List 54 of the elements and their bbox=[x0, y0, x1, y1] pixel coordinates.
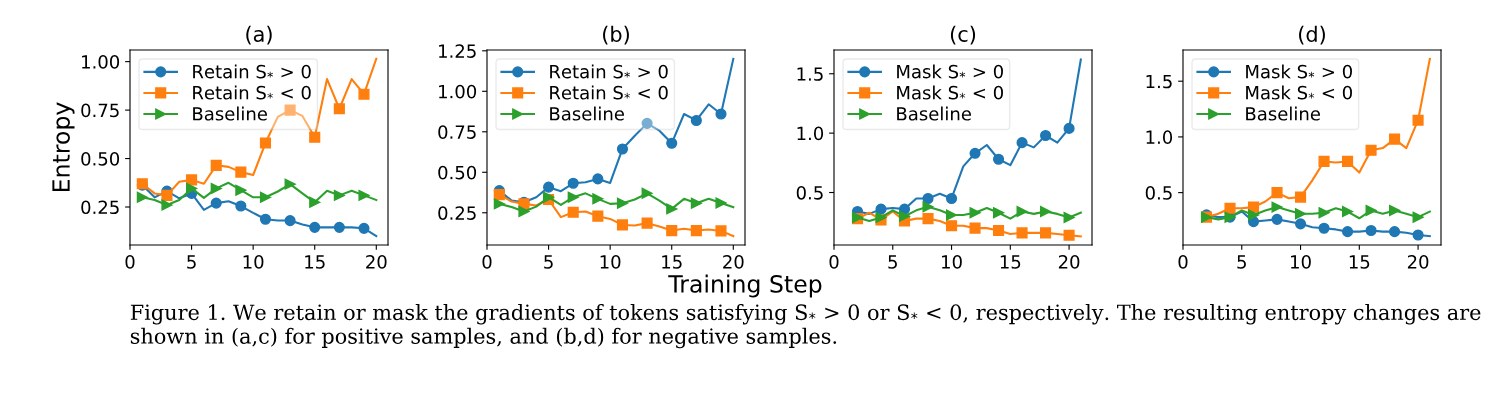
chart-title: (c) bbox=[950, 25, 976, 45]
x-tick-label: 0 bbox=[125, 255, 135, 269]
x-tick-label: 5 bbox=[1237, 255, 1246, 269]
y-tick-label: 0.50 bbox=[81, 152, 120, 166]
y-tick-label: 0.5 bbox=[796, 185, 823, 200]
y-tick-label: 0.75 bbox=[438, 125, 476, 139]
x-tick-label: 10 bbox=[243, 255, 264, 269]
x-tick-label: 0 bbox=[829, 255, 839, 269]
legend-label: Baseline bbox=[897, 106, 971, 121]
chart-title: (b) bbox=[603, 25, 629, 45]
legend-label: Mask S$_{*}$ < 0 bbox=[1246, 85, 1352, 100]
x-axis-title: Training Step bbox=[668, 274, 822, 298]
legend-label: Baseline bbox=[1246, 106, 1320, 121]
y-tick-label: 1.00 bbox=[439, 84, 477, 99]
y-tick-label: 0.5 bbox=[1145, 186, 1172, 200]
y-tick-label: 0.25 bbox=[81, 200, 119, 215]
y-tick-label: 0.25 bbox=[438, 206, 476, 220]
y-axis-title: Entropy bbox=[52, 102, 75, 192]
legend-label: Retain S$_{*}$ < 0 bbox=[193, 85, 311, 100]
text: Figure 1. We retain or mask the gradients of tokens satisfying S$_{*}$ > 0 or S$_{*}$ < 0, respectively. The resulting entropy changes are shown in (a,c) for positive samples, and (b,d) for negative samples. bbox=[130, 304, 1481, 349]
x-tick-label: 20 bbox=[1058, 255, 1080, 269]
y-tick-label: 1.00 bbox=[82, 55, 120, 69]
legend-label: Retain S$_{*}$ > 0 bbox=[550, 64, 668, 79]
x-tick-label: 15 bbox=[662, 255, 682, 269]
y-tick-label: 1.5 bbox=[797, 67, 823, 81]
x-tick-label: 5 bbox=[187, 255, 196, 269]
x-tick-label: 5 bbox=[544, 255, 553, 269]
legend-label: Baseline bbox=[193, 106, 267, 121]
x-tick-label: 5 bbox=[888, 255, 897, 269]
x-tick-label: 15 bbox=[1349, 255, 1370, 269]
legend-label: Baseline bbox=[550, 106, 624, 121]
y-tick-label: 1.25 bbox=[439, 44, 476, 58]
x-tick-label: 10 bbox=[1291, 255, 1311, 269]
y-tick-label: 1.0 bbox=[1146, 130, 1173, 145]
legend-label: Mask S$_{*}$ < 0 bbox=[897, 85, 1003, 100]
legend-label: Mask S$_{*}$ > 0 bbox=[1246, 64, 1352, 79]
y-tick-label: 0.50 bbox=[438, 165, 477, 180]
x-tick-label: 10 bbox=[942, 255, 962, 269]
x-tick-label: 15 bbox=[305, 255, 325, 269]
x-tick-label: 20 bbox=[366, 255, 387, 269]
x-tick-label: 0 bbox=[1178, 255, 1188, 269]
y-tick-label: 1.0 bbox=[797, 126, 824, 141]
x-tick-label: 20 bbox=[1407, 255, 1429, 269]
chart-title: (a) bbox=[246, 25, 272, 45]
chart-title: (d) bbox=[1299, 25, 1325, 45]
legend-label: Retain S$_{*}$ < 0 bbox=[550, 85, 668, 100]
y-tick-label: 0.75 bbox=[81, 103, 119, 118]
x-tick-label: 10 bbox=[600, 255, 621, 269]
legend-label: Retain S$_{*}$ > 0 bbox=[193, 64, 311, 79]
x-tick-label: 15 bbox=[1000, 255, 1021, 269]
legend-label: Mask S$_{*}$ > 0 bbox=[897, 64, 1003, 79]
y-tick-label: 1.5 bbox=[1146, 74, 1172, 89]
x-tick-label: 0 bbox=[482, 255, 492, 269]
x-tick-label: 20 bbox=[723, 255, 744, 269]
